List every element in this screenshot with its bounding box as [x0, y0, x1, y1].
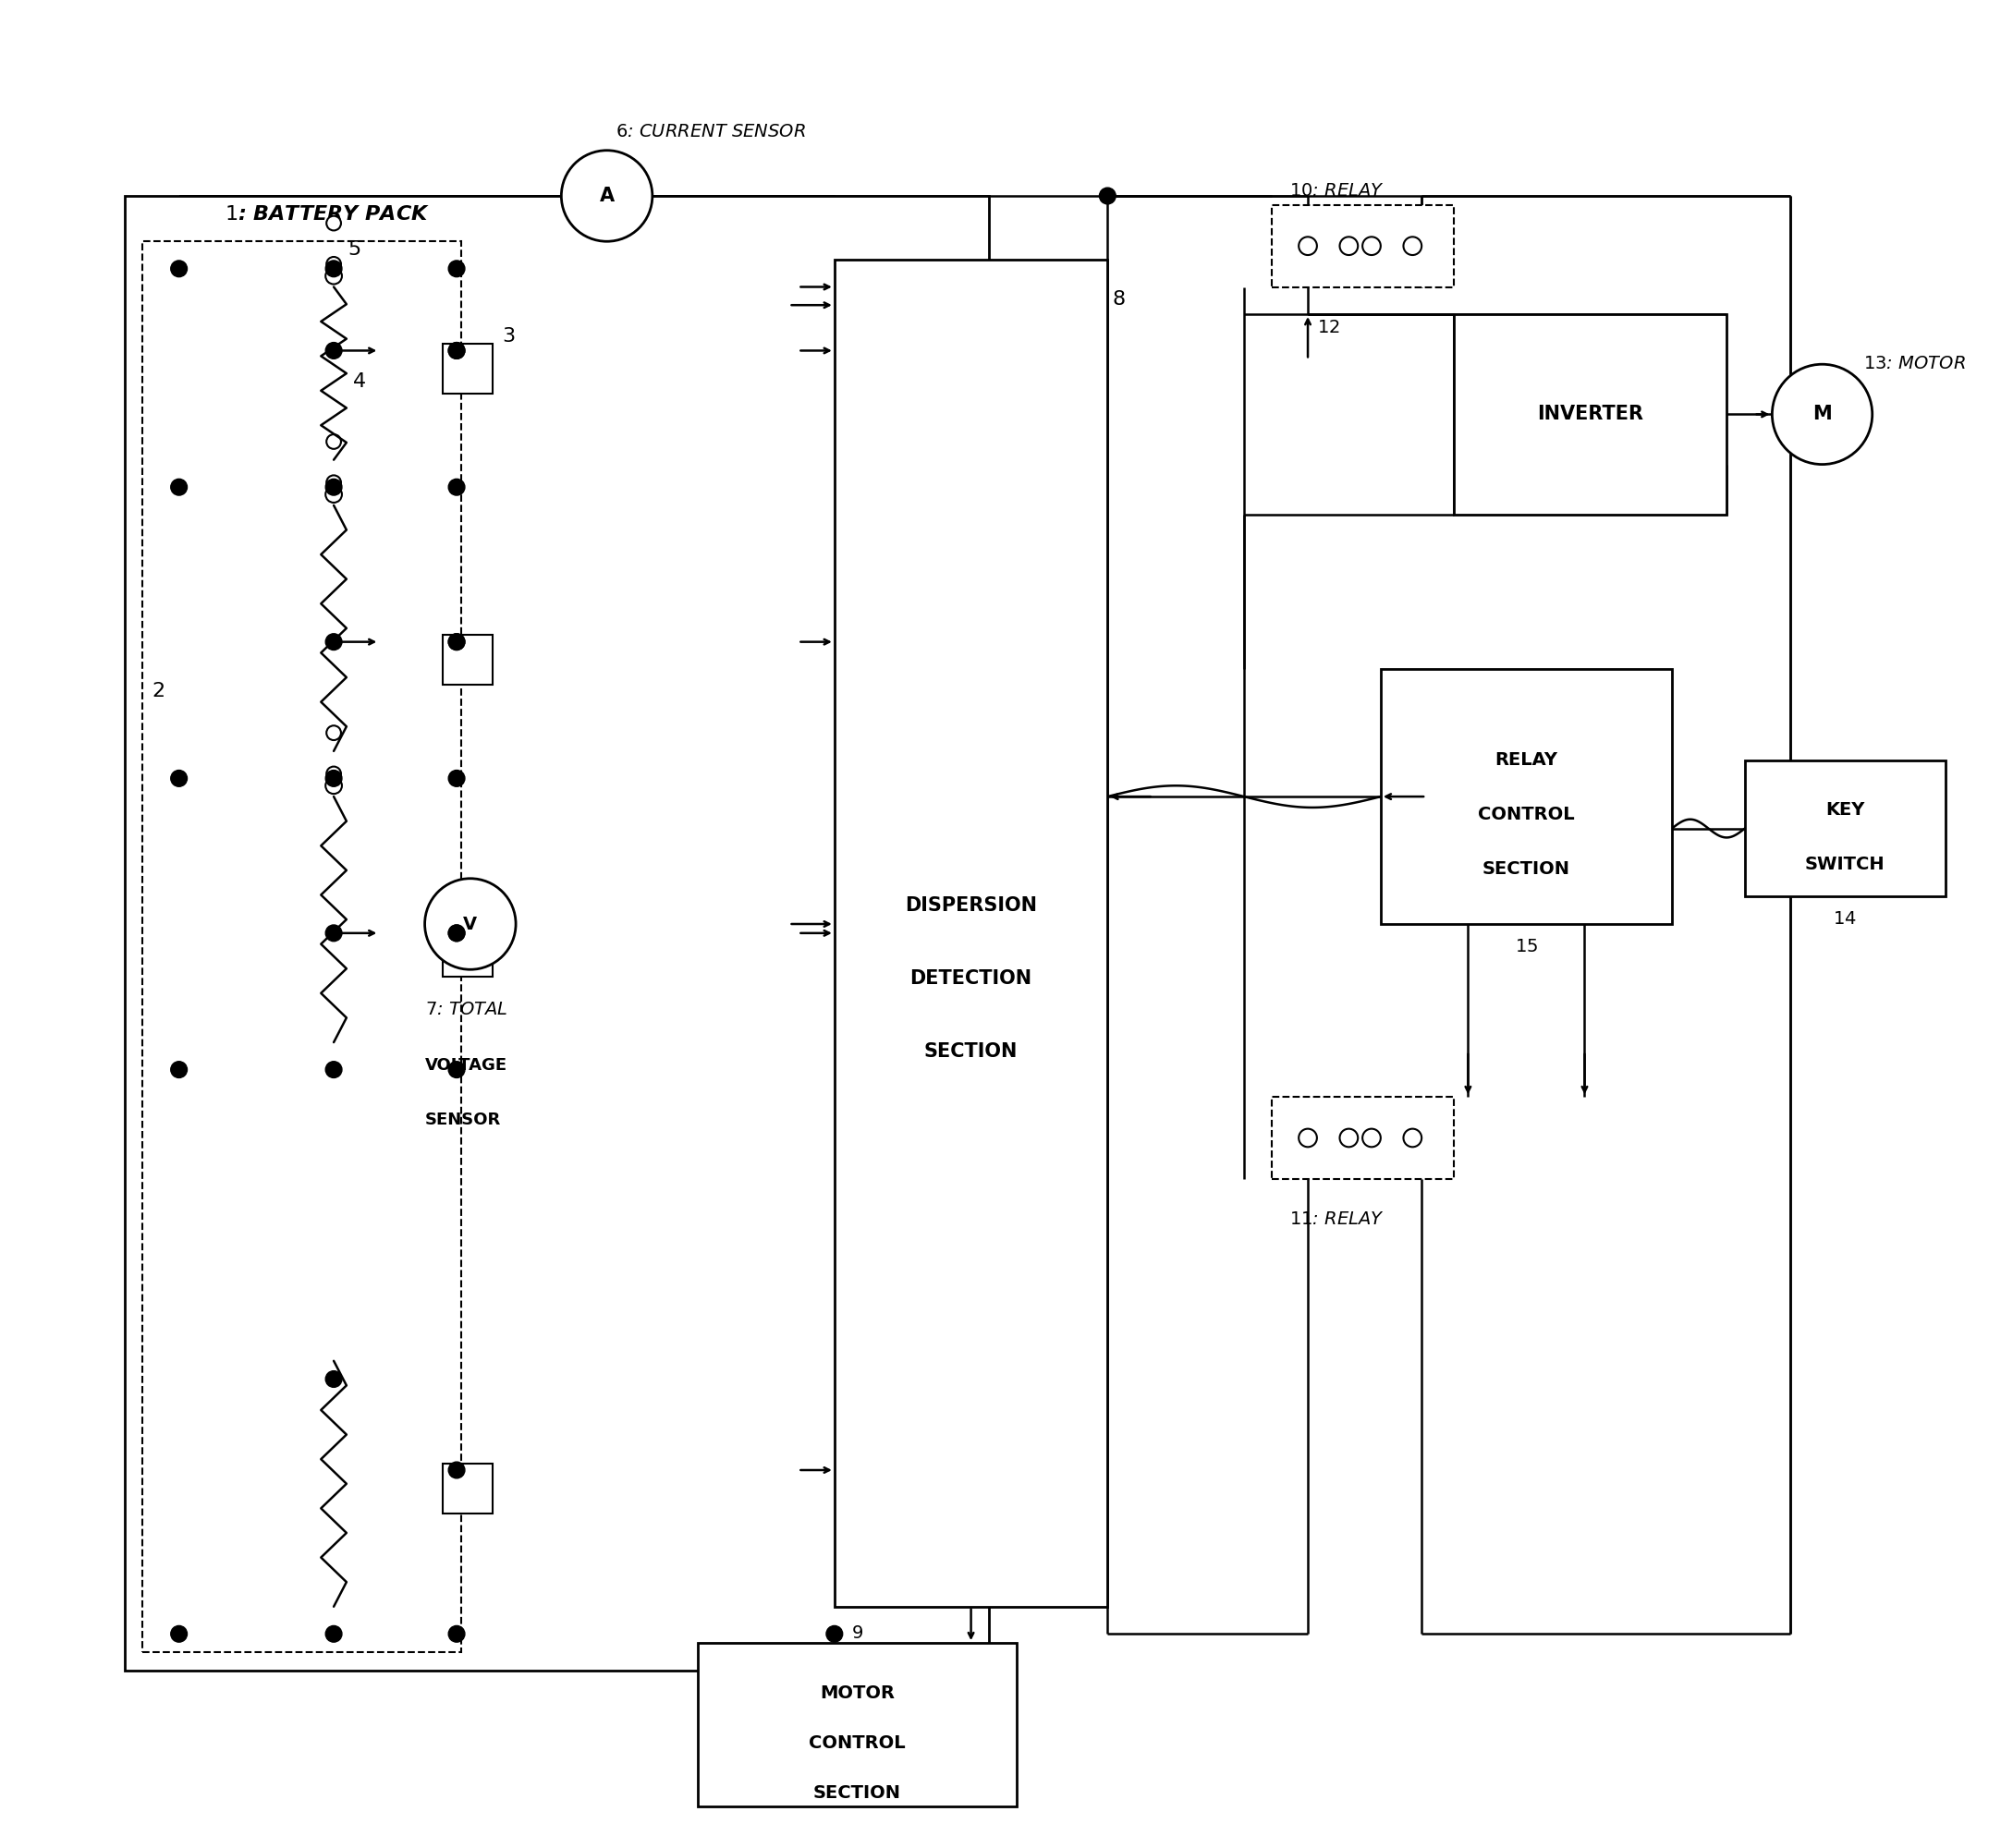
Circle shape [1771, 364, 1872, 464]
Text: INVERTER: INVERTER [1536, 405, 1643, 423]
Text: $\it{13}$: MOTOR: $\it{13}$: MOTOR [1864, 355, 1965, 373]
Text: $\it{4}$: $\it{4}$ [352, 371, 366, 390]
Bar [835, 259, 1107, 1606]
Circle shape [326, 257, 340, 272]
Circle shape [171, 771, 187, 787]
Bar [1272, 205, 1453, 286]
Circle shape [1298, 1129, 1317, 1148]
Circle shape [449, 1462, 465, 1478]
Circle shape [326, 1626, 342, 1643]
Circle shape [449, 634, 465, 650]
Text: RELAY: RELAY [1496, 752, 1558, 769]
Text: KEY: KEY [1826, 802, 1864, 819]
Bar [1381, 669, 1673, 924]
Text: $\it{8}$: $\it{8}$ [1111, 290, 1125, 309]
Text: SECTION: SECTION [924, 1042, 1019, 1061]
Bar [1745, 760, 1945, 896]
Circle shape [449, 924, 465, 941]
Bar [1453, 314, 1727, 514]
Bar [143, 242, 461, 1652]
Bar [443, 926, 493, 976]
Circle shape [425, 878, 515, 970]
Text: $\it{3}$: $\it{3}$ [501, 327, 515, 346]
Text: $\it{9}$: $\it{9}$ [851, 1624, 864, 1643]
Text: SECTION: SECTION [813, 1785, 902, 1802]
Circle shape [326, 634, 342, 650]
Circle shape [326, 479, 342, 495]
Circle shape [326, 475, 340, 490]
Text: SWITCH: SWITCH [1806, 856, 1884, 874]
Text: $\it{1}$: BATTERY PACK: $\it{1}$: BATTERY PACK [225, 205, 429, 224]
Circle shape [326, 767, 340, 782]
Text: MOTOR: MOTOR [819, 1684, 894, 1702]
Text: $\it{10}$: RELAY: $\it{10}$: RELAY [1290, 183, 1385, 200]
Circle shape [1363, 1129, 1381, 1148]
Bar [443, 636, 493, 686]
Text: $\it{2}$: $\it{2}$ [151, 682, 165, 700]
Circle shape [449, 342, 465, 359]
Circle shape [1298, 237, 1317, 255]
Bar [1272, 1098, 1453, 1179]
Circle shape [171, 1061, 187, 1077]
Text: $\it{14}$: $\it{14}$ [1834, 911, 1856, 928]
Bar [443, 1464, 493, 1514]
Text: $\it{7}$: TOTAL: $\it{7}$: TOTAL [425, 1002, 507, 1018]
Circle shape [449, 634, 465, 650]
Circle shape [326, 1371, 342, 1388]
Text: $\it{11}$: RELAY: $\it{11}$: RELAY [1290, 1210, 1385, 1229]
Bar [699, 1643, 1017, 1807]
Circle shape [449, 342, 465, 359]
Text: A: A [600, 187, 614, 205]
Text: DISPERSION: DISPERSION [906, 896, 1037, 915]
Circle shape [1099, 188, 1115, 203]
Circle shape [326, 342, 342, 359]
Circle shape [449, 924, 465, 941]
Circle shape [449, 479, 465, 495]
Circle shape [326, 1061, 342, 1077]
Circle shape [449, 1061, 465, 1077]
Circle shape [326, 924, 342, 941]
Bar [125, 196, 988, 1671]
Circle shape [1341, 237, 1359, 255]
Bar [443, 344, 493, 394]
Circle shape [1403, 237, 1421, 255]
Text: V: V [463, 915, 477, 933]
Text: $\it{6}$: CURRENT SENSOR: $\it{6}$: CURRENT SENSOR [616, 122, 807, 140]
Text: VOLTAGE: VOLTAGE [425, 1057, 507, 1074]
Text: $\it{15}$: $\it{15}$ [1514, 937, 1538, 955]
Text: $\it{12}$: $\it{12}$ [1317, 318, 1341, 336]
Circle shape [326, 726, 340, 741]
Circle shape [449, 261, 465, 277]
Circle shape [326, 261, 342, 277]
Circle shape [171, 479, 187, 495]
Text: SENSOR: SENSOR [425, 1111, 501, 1127]
Circle shape [1341, 1129, 1359, 1148]
Circle shape [562, 150, 652, 242]
Circle shape [449, 1626, 465, 1643]
Circle shape [825, 1626, 843, 1643]
Circle shape [326, 778, 342, 795]
Text: DETECTION: DETECTION [910, 970, 1033, 989]
Text: SECTION: SECTION [1482, 861, 1570, 878]
Circle shape [326, 486, 342, 503]
Text: M: M [1812, 405, 1832, 423]
Circle shape [171, 261, 187, 277]
Text: CONTROL: CONTROL [809, 1733, 906, 1752]
Circle shape [449, 771, 465, 787]
Circle shape [326, 216, 340, 231]
Circle shape [326, 771, 342, 787]
Circle shape [326, 268, 342, 285]
Circle shape [1363, 237, 1381, 255]
Text: CONTROL: CONTROL [1478, 806, 1574, 824]
Circle shape [171, 1626, 187, 1643]
Text: $\it{5}$: $\it{5}$ [348, 240, 360, 259]
Circle shape [326, 434, 340, 449]
Circle shape [1403, 1129, 1421, 1148]
